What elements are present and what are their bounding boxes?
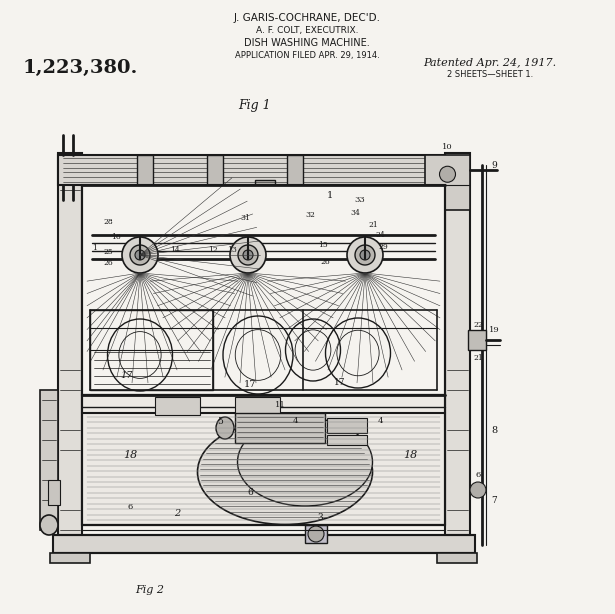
Ellipse shape — [197, 419, 373, 524]
Text: J. GARIS-COCHRANE, DEC'D.: J. GARIS-COCHRANE, DEC'D. — [234, 13, 381, 23]
Bar — [53, 535, 475, 553]
Text: 12: 12 — [208, 246, 218, 254]
Text: 13: 13 — [227, 246, 237, 254]
Text: A. F. COLT, EXECUTRIX.: A. F. COLT, EXECUTRIX. — [256, 26, 359, 34]
Text: Fig 2: Fig 2 — [135, 585, 164, 595]
Text: 4: 4 — [377, 417, 383, 425]
Text: 33: 33 — [355, 196, 365, 204]
Text: 25: 25 — [103, 248, 113, 256]
Bar — [235, 413, 325, 443]
Circle shape — [238, 245, 258, 265]
Text: 32: 32 — [305, 211, 315, 219]
Circle shape — [355, 245, 375, 265]
Text: 16: 16 — [111, 233, 121, 241]
Bar — [90, 310, 213, 390]
Bar — [235, 397, 280, 415]
Text: 21: 21 — [473, 354, 483, 362]
Bar — [207, 155, 223, 185]
Circle shape — [360, 250, 370, 260]
Text: 28: 28 — [103, 218, 113, 226]
Text: 4: 4 — [292, 417, 298, 425]
Circle shape — [470, 482, 486, 498]
Circle shape — [440, 166, 456, 182]
Text: 8: 8 — [491, 426, 497, 435]
Bar — [82, 395, 445, 525]
Text: 26: 26 — [103, 259, 113, 267]
Bar — [437, 553, 477, 563]
Text: 22: 22 — [473, 321, 483, 329]
Text: 9: 9 — [491, 160, 497, 169]
Circle shape — [347, 237, 383, 273]
Text: 26: 26 — [320, 258, 330, 266]
Text: 19: 19 — [489, 326, 499, 334]
Text: 10: 10 — [442, 143, 453, 151]
Text: DISH WASHING MACHINE.: DISH WASHING MACHINE. — [244, 38, 370, 48]
Bar — [287, 155, 303, 185]
Circle shape — [243, 250, 253, 260]
Text: 21: 21 — [368, 221, 378, 229]
Circle shape — [135, 250, 145, 260]
Text: Fig 1: Fig 1 — [239, 98, 271, 112]
Circle shape — [122, 237, 158, 273]
Circle shape — [308, 526, 324, 542]
Bar — [445, 153, 470, 553]
Text: 17: 17 — [334, 378, 346, 386]
Text: 3: 3 — [317, 513, 323, 521]
Bar — [58, 155, 445, 185]
Text: 17: 17 — [121, 370, 133, 379]
Text: 29: 29 — [378, 243, 388, 251]
Text: 7: 7 — [491, 495, 497, 505]
Text: 17: 17 — [244, 379, 256, 389]
Bar — [327, 418, 367, 433]
Text: 1: 1 — [327, 190, 333, 200]
Text: 14: 14 — [170, 246, 180, 254]
Text: 1: 1 — [93, 244, 97, 252]
Text: 18: 18 — [123, 450, 137, 460]
Text: 6: 6 — [127, 503, 133, 511]
Text: 11: 11 — [275, 401, 285, 409]
Bar — [255, 180, 275, 205]
Circle shape — [130, 245, 150, 265]
Text: 18: 18 — [403, 450, 417, 460]
Text: 15: 15 — [318, 241, 328, 249]
Bar — [58, 153, 82, 553]
Bar — [425, 155, 470, 210]
Ellipse shape — [237, 418, 373, 506]
Bar — [468, 330, 486, 350]
Text: 1,223,380.: 1,223,380. — [22, 59, 138, 77]
Ellipse shape — [216, 417, 234, 439]
Bar — [48, 480, 60, 505]
Text: 6: 6 — [247, 488, 253, 497]
Text: APPLICATION FILED APR. 29, 1914.: APPLICATION FILED APR. 29, 1914. — [235, 50, 379, 60]
Text: 24: 24 — [375, 231, 385, 239]
Text: Patented Apr. 24, 1917.: Patented Apr. 24, 1917. — [424, 58, 557, 68]
Text: 31: 31 — [240, 214, 250, 222]
Text: 2 SHEETS—SHEET 1.: 2 SHEETS—SHEET 1. — [447, 69, 533, 79]
Bar — [82, 185, 445, 395]
Text: 6: 6 — [475, 471, 481, 479]
Ellipse shape — [40, 515, 58, 535]
Text: 34: 34 — [350, 209, 360, 217]
Bar — [40, 390, 58, 530]
Text: 5: 5 — [217, 416, 223, 426]
Bar — [305, 525, 327, 543]
Bar — [137, 155, 153, 185]
Bar — [50, 553, 90, 563]
Text: 2: 2 — [174, 508, 180, 518]
Bar — [259, 203, 271, 218]
Bar — [327, 435, 367, 445]
Bar — [155, 397, 200, 415]
Circle shape — [230, 237, 266, 273]
